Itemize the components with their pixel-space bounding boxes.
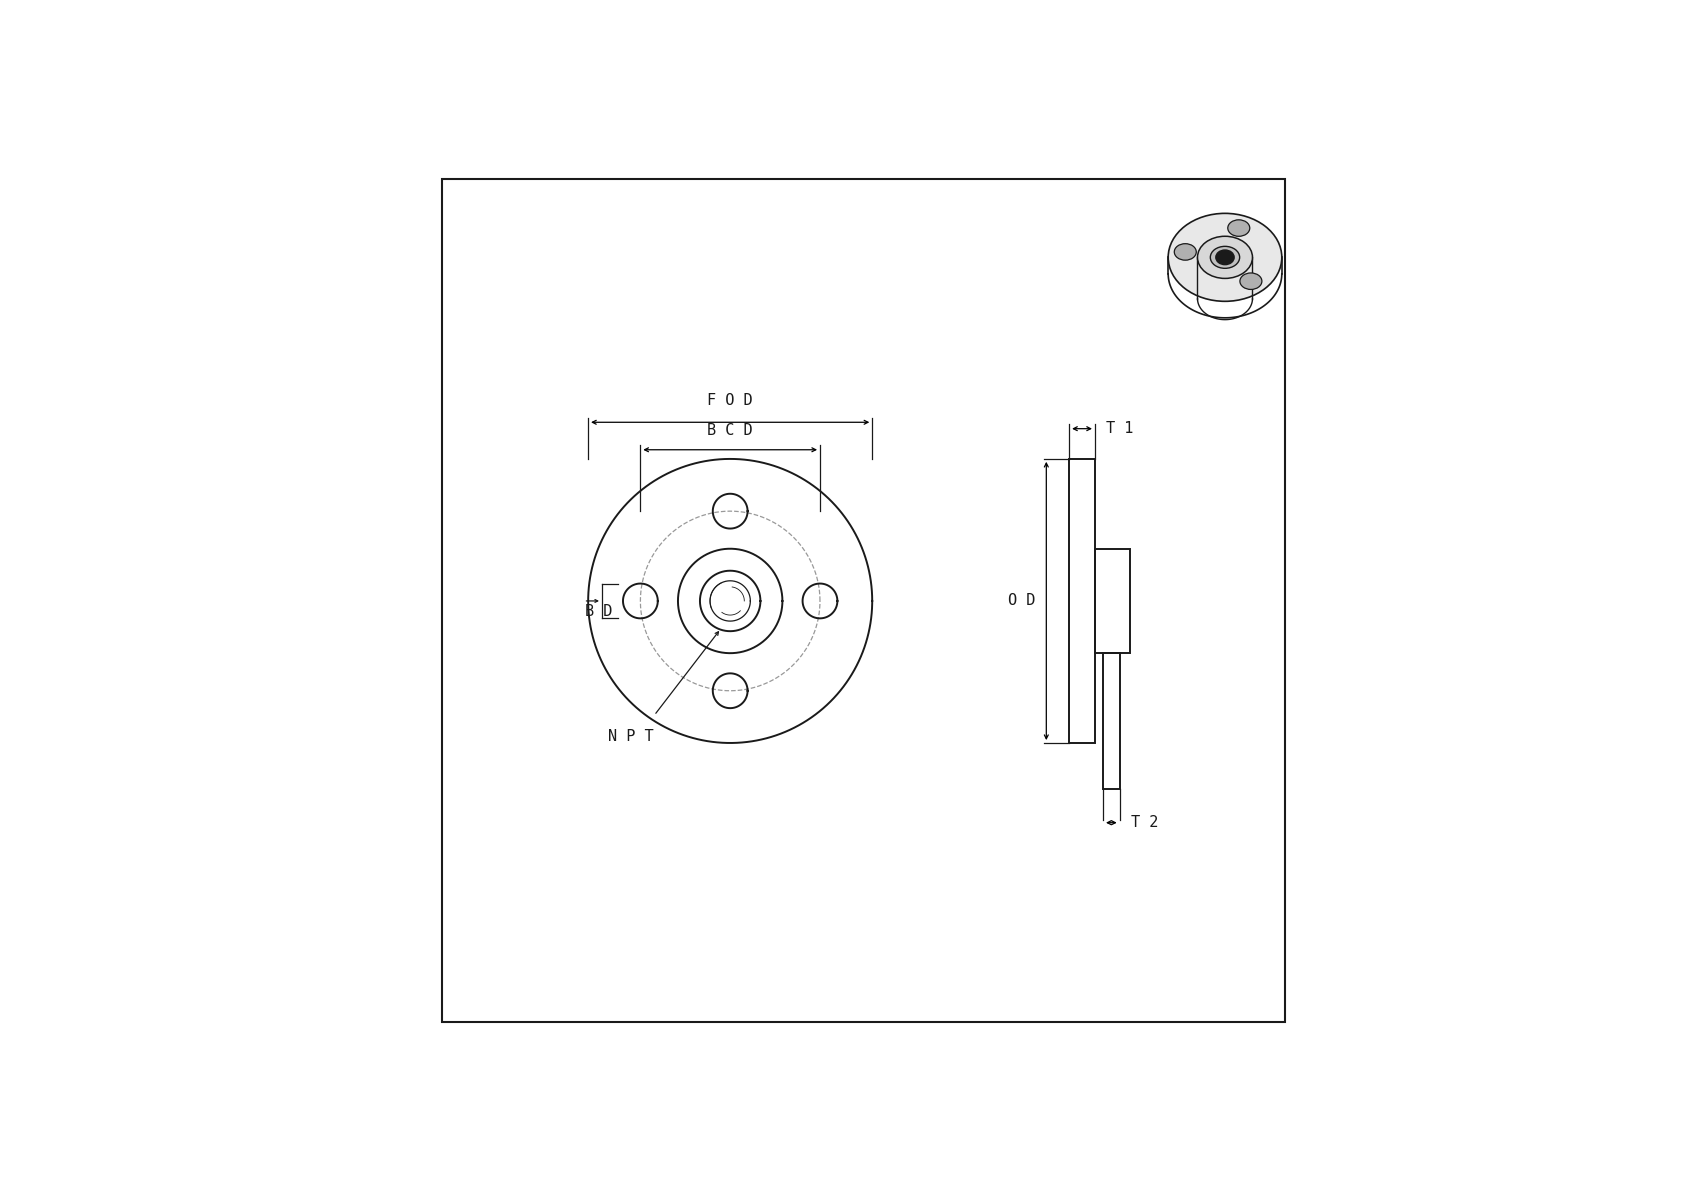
Bar: [1103, 653, 1120, 789]
Text: T 2: T 2: [1130, 815, 1159, 831]
Ellipse shape: [1169, 213, 1282, 301]
Ellipse shape: [1228, 220, 1250, 237]
Ellipse shape: [1239, 273, 1261, 289]
Ellipse shape: [1174, 244, 1196, 261]
Text: N P T: N P T: [608, 729, 653, 744]
Ellipse shape: [1216, 250, 1234, 264]
Text: F O D: F O D: [707, 393, 753, 408]
Text: B C D: B C D: [707, 422, 753, 438]
Text: B D: B D: [586, 605, 613, 620]
Text: T 1: T 1: [1106, 421, 1133, 437]
Text: O D: O D: [1009, 594, 1036, 608]
Bar: [1095, 549, 1130, 653]
Ellipse shape: [1211, 246, 1239, 268]
Bar: [1069, 459, 1095, 743]
Ellipse shape: [1197, 237, 1253, 278]
